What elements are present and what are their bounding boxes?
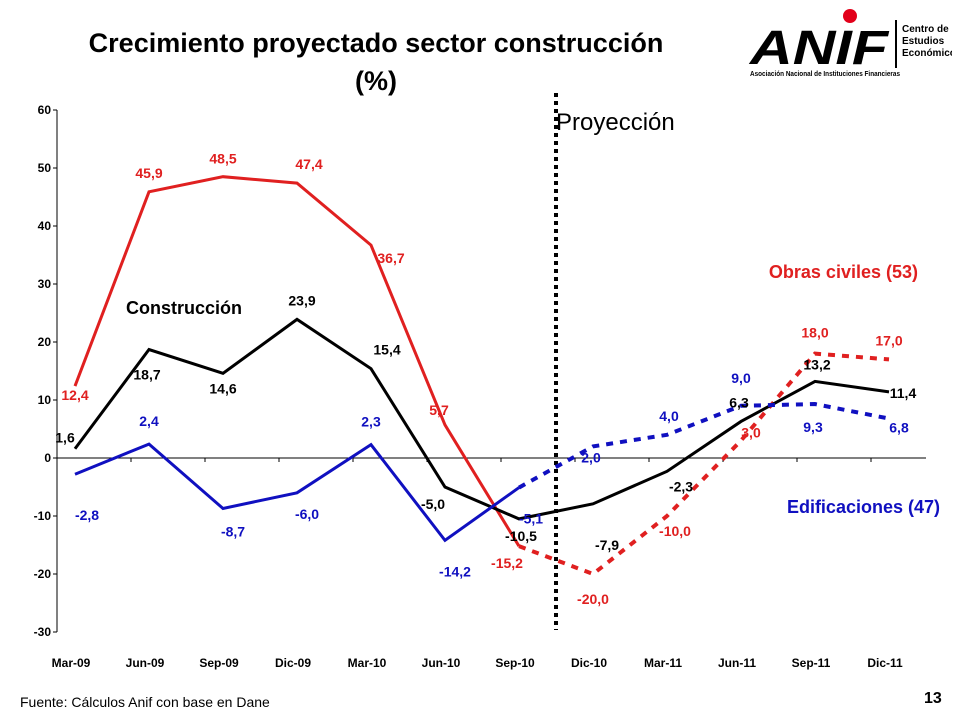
x-tick-label: Sep-10 bbox=[495, 656, 535, 670]
projection-label: Proyección bbox=[556, 109, 675, 136]
x-tick-label: Mar-11 bbox=[644, 656, 682, 670]
x-tick-label: Jun-09 bbox=[126, 656, 165, 670]
construccion-data-label: 14,6 bbox=[209, 380, 236, 396]
x-tick-label: Dic-09 bbox=[275, 656, 311, 670]
chart-title: Crecimiento proyectado sector construcci… bbox=[0, 24, 752, 100]
x-tick-label: Sep-11 bbox=[792, 656, 831, 670]
edificaciones-47-data-label: 9,3 bbox=[803, 419, 823, 435]
construccion-data-label: 18,7 bbox=[133, 367, 160, 383]
y-tick-label: 30 bbox=[38, 277, 52, 291]
y-tick-label: 40 bbox=[38, 219, 52, 233]
y-tick-label: 0 bbox=[44, 451, 51, 465]
y-tick-label: 50 bbox=[38, 161, 52, 175]
edificaciones-47-data-label: -8,7 bbox=[221, 523, 245, 539]
y-tick-label: 10 bbox=[38, 393, 52, 407]
chart-title-line1: Crecimiento proyectado sector construcci… bbox=[88, 28, 664, 58]
page-number: 13 bbox=[924, 690, 942, 707]
chart-series-labels: Obras civiles (53) Construcción Edificacio… bbox=[126, 262, 940, 517]
obras-civiles-53-series-label: Obras civiles (53) bbox=[769, 262, 918, 282]
obras-civiles-53-data-label: -20,0 bbox=[577, 591, 609, 607]
x-tick-label: Jun-10 bbox=[422, 656, 461, 670]
obras-civiles-53-data-label: -15,2 bbox=[491, 555, 523, 571]
x-tick-label: Mar-09 bbox=[52, 656, 91, 670]
y-tick-label: -30 bbox=[34, 625, 52, 639]
construccion-series-label: Construcción bbox=[126, 298, 242, 318]
edificaciones-47-data-label: 2,3 bbox=[361, 414, 381, 430]
edificaciones-47-data-label: -5,1 bbox=[519, 511, 543, 527]
edificaciones-47-data-label: -2,8 bbox=[75, 507, 99, 523]
obras-civiles-53-data-label: 5,7 bbox=[429, 402, 449, 418]
edificaciones-47-line-actual bbox=[74, 442, 520, 543]
logo-center-line1: Centro de bbox=[902, 24, 949, 35]
chart-data-labels: 12,4 45,9 48,5 47,4 36,7 5,7 -15,2 -20,0 -10,0 3,… bbox=[55, 151, 916, 607]
obras-civiles-53-line-actual bbox=[73, 175, 521, 547]
construccion-data-label: -10,5 bbox=[505, 528, 537, 544]
construccion-data-label: 15,4 bbox=[373, 342, 400, 358]
construccion-data-label: -7,9 bbox=[595, 537, 619, 553]
edificaciones-47-data-label: -6,0 bbox=[295, 506, 319, 522]
construccion-data-label: 6,3 bbox=[729, 394, 749, 410]
edificaciones-47-data-label: -14,2 bbox=[439, 563, 471, 579]
chart-lines bbox=[73, 175, 890, 577]
construccion-data-label: 1,6 bbox=[55, 430, 75, 446]
edificaciones-47-data-label: 6,8 bbox=[889, 420, 909, 436]
obras-civiles-53-data-label: 18,0 bbox=[801, 325, 828, 341]
y-tick-label: 60 bbox=[38, 103, 52, 117]
edificaciones-47-data-label: 4,0 bbox=[659, 408, 679, 424]
chart-axes: -30 -20 -10 0 10 20 30 40 50 60 Mar-09 Jun-09 Sep-09… bbox=[34, 103, 926, 670]
source-note: Fuente: Cálculos Anif con base en Dane bbox=[20, 694, 270, 710]
x-tick-label: Jun-11 bbox=[718, 656, 756, 670]
edificaciones-47-data-label: 9,0 bbox=[731, 370, 751, 386]
x-tick-label: Dic-11 bbox=[867, 656, 903, 670]
y-tick-label: -20 bbox=[34, 567, 52, 581]
x-tick-label: Sep-09 bbox=[199, 656, 239, 670]
y-tick-label: -10 bbox=[34, 509, 52, 523]
logo-wordmark: ANIF bbox=[749, 22, 890, 75]
obras-civiles-53-data-label: 47,4 bbox=[295, 156, 322, 172]
x-tick-label: Dic-10 bbox=[571, 656, 607, 670]
construccion-data-label: -2,3 bbox=[669, 478, 693, 494]
construccion-data-label: 11,4 bbox=[890, 385, 917, 401]
edificaciones-47-data-label: 2,4 bbox=[139, 413, 159, 429]
edificaciones-47-line-projected bbox=[518, 402, 890, 490]
obras-civiles-53-line-projected bbox=[518, 351, 890, 577]
edificaciones-47-series-label: Edificaciones (47) bbox=[787, 497, 940, 517]
obras-civiles-53-data-label: 48,5 bbox=[209, 151, 236, 167]
x-tick-label: Mar-10 bbox=[348, 656, 387, 670]
obras-civiles-53-data-label: 3,0 bbox=[741, 425, 761, 441]
construccion-data-label: -5,0 bbox=[421, 496, 445, 512]
logo-tagline: Asociación Nacional de Instituciones Fin… bbox=[750, 71, 900, 78]
projection-divider: Proyección bbox=[554, 93, 675, 630]
construccion-data-label: 13,2 bbox=[803, 356, 830, 372]
construccion-data-label: 23,9 bbox=[288, 292, 315, 308]
obras-civiles-53-data-label: 12,4 bbox=[61, 387, 88, 403]
construccion-line bbox=[73, 317, 890, 521]
logo-center-line3: Económicos bbox=[902, 48, 952, 59]
edificaciones-47-data-label: 2,0 bbox=[581, 449, 601, 465]
obras-civiles-53-data-label: 36,7 bbox=[377, 250, 404, 266]
obras-civiles-53-data-label: 45,9 bbox=[135, 165, 162, 181]
chart-title-line2: (%) bbox=[355, 66, 397, 96]
anif-logo: ANIF Asociación Nacional de Institucione… bbox=[749, 9, 952, 78]
logo-center-line2: Estudios bbox=[902, 36, 945, 47]
obras-civiles-53-data-label: 17,0 bbox=[875, 332, 902, 348]
obras-civiles-53-data-label: -10,0 bbox=[659, 523, 691, 539]
y-tick-label: 20 bbox=[38, 335, 52, 349]
logo-red-dot-icon bbox=[843, 9, 857, 23]
